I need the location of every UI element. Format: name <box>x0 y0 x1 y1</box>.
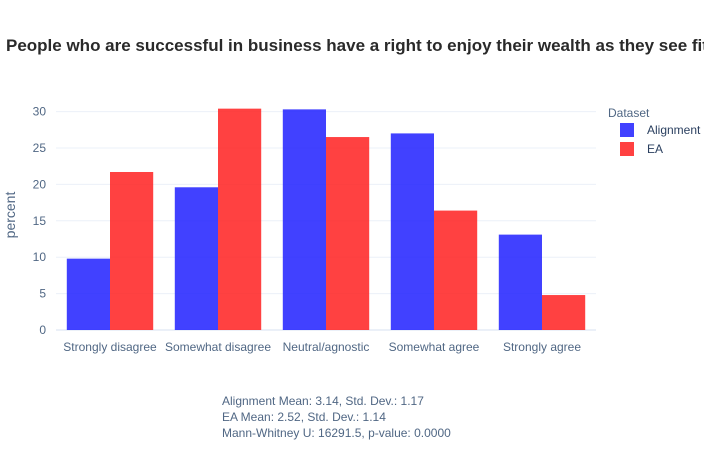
bar-alignment-strongly-disagree <box>66 258 110 330</box>
y-tick-label: 5 <box>39 287 46 301</box>
annotation-ea-stats: EA Mean: 2.52, Std. Dev.: 1.14 <box>222 410 386 424</box>
y-tick-label: 15 <box>33 214 47 228</box>
x-tick-label: Somewhat agree <box>389 340 480 354</box>
y-tick-label: 30 <box>33 105 47 119</box>
bar-ea-somewhat-agree <box>434 210 478 330</box>
bar-ea-neutral-agnostic <box>326 137 370 330</box>
bar-ea-strongly-agree <box>542 295 586 330</box>
y-tick-label: 0 <box>39 323 46 337</box>
legend-swatch-alignment <box>620 123 634 137</box>
y-tick-label: 25 <box>33 141 47 155</box>
legend-swatch-ea <box>620 142 634 156</box>
annotation-mann-whitney: Mann-Whitney U: 16291.5, p-value: 0.0000 <box>222 426 451 440</box>
x-tick-label: Strongly disagree <box>63 340 157 354</box>
stats-annotation: Alignment Mean: 3.14, Std. Dev.: 1.17 EA… <box>222 394 451 440</box>
bar-alignment-somewhat-agree <box>390 133 434 330</box>
annotation-alignment-stats: Alignment Mean: 3.14, Std. Dev.: 1.17 <box>222 394 424 408</box>
x-tick-label: Neutral/agnostic <box>283 340 370 354</box>
chart-title: People who are successful in business ha… <box>6 36 704 55</box>
legend-label-alignment: Alignment <box>647 123 701 137</box>
y-axis-title: percent <box>2 192 18 239</box>
legend-label-ea: EA <box>647 142 663 156</box>
x-tick-label: Somewhat disagree <box>165 340 271 354</box>
bar-alignment-somewhat-disagree <box>174 187 218 330</box>
x-tick-label: Strongly agree <box>503 340 581 354</box>
bars <box>66 108 586 331</box>
bar-ea-strongly-disagree <box>110 171 154 330</box>
bar-alignment-neutral-agnostic <box>282 109 326 330</box>
y-tick-label: 10 <box>33 250 47 264</box>
x-axis: Strongly disagree Somewhat disagree Neutra… <box>63 340 581 354</box>
legend-title: Dataset <box>608 106 650 120</box>
legend: Dataset Alignment EA <box>608 106 701 156</box>
bar-alignment-strongly-agree <box>498 234 542 330</box>
y-tick-label: 20 <box>33 177 47 191</box>
y-axis: 0 5 10 15 20 25 30 <box>33 105 47 337</box>
bar-ea-somewhat-disagree <box>218 108 262 331</box>
